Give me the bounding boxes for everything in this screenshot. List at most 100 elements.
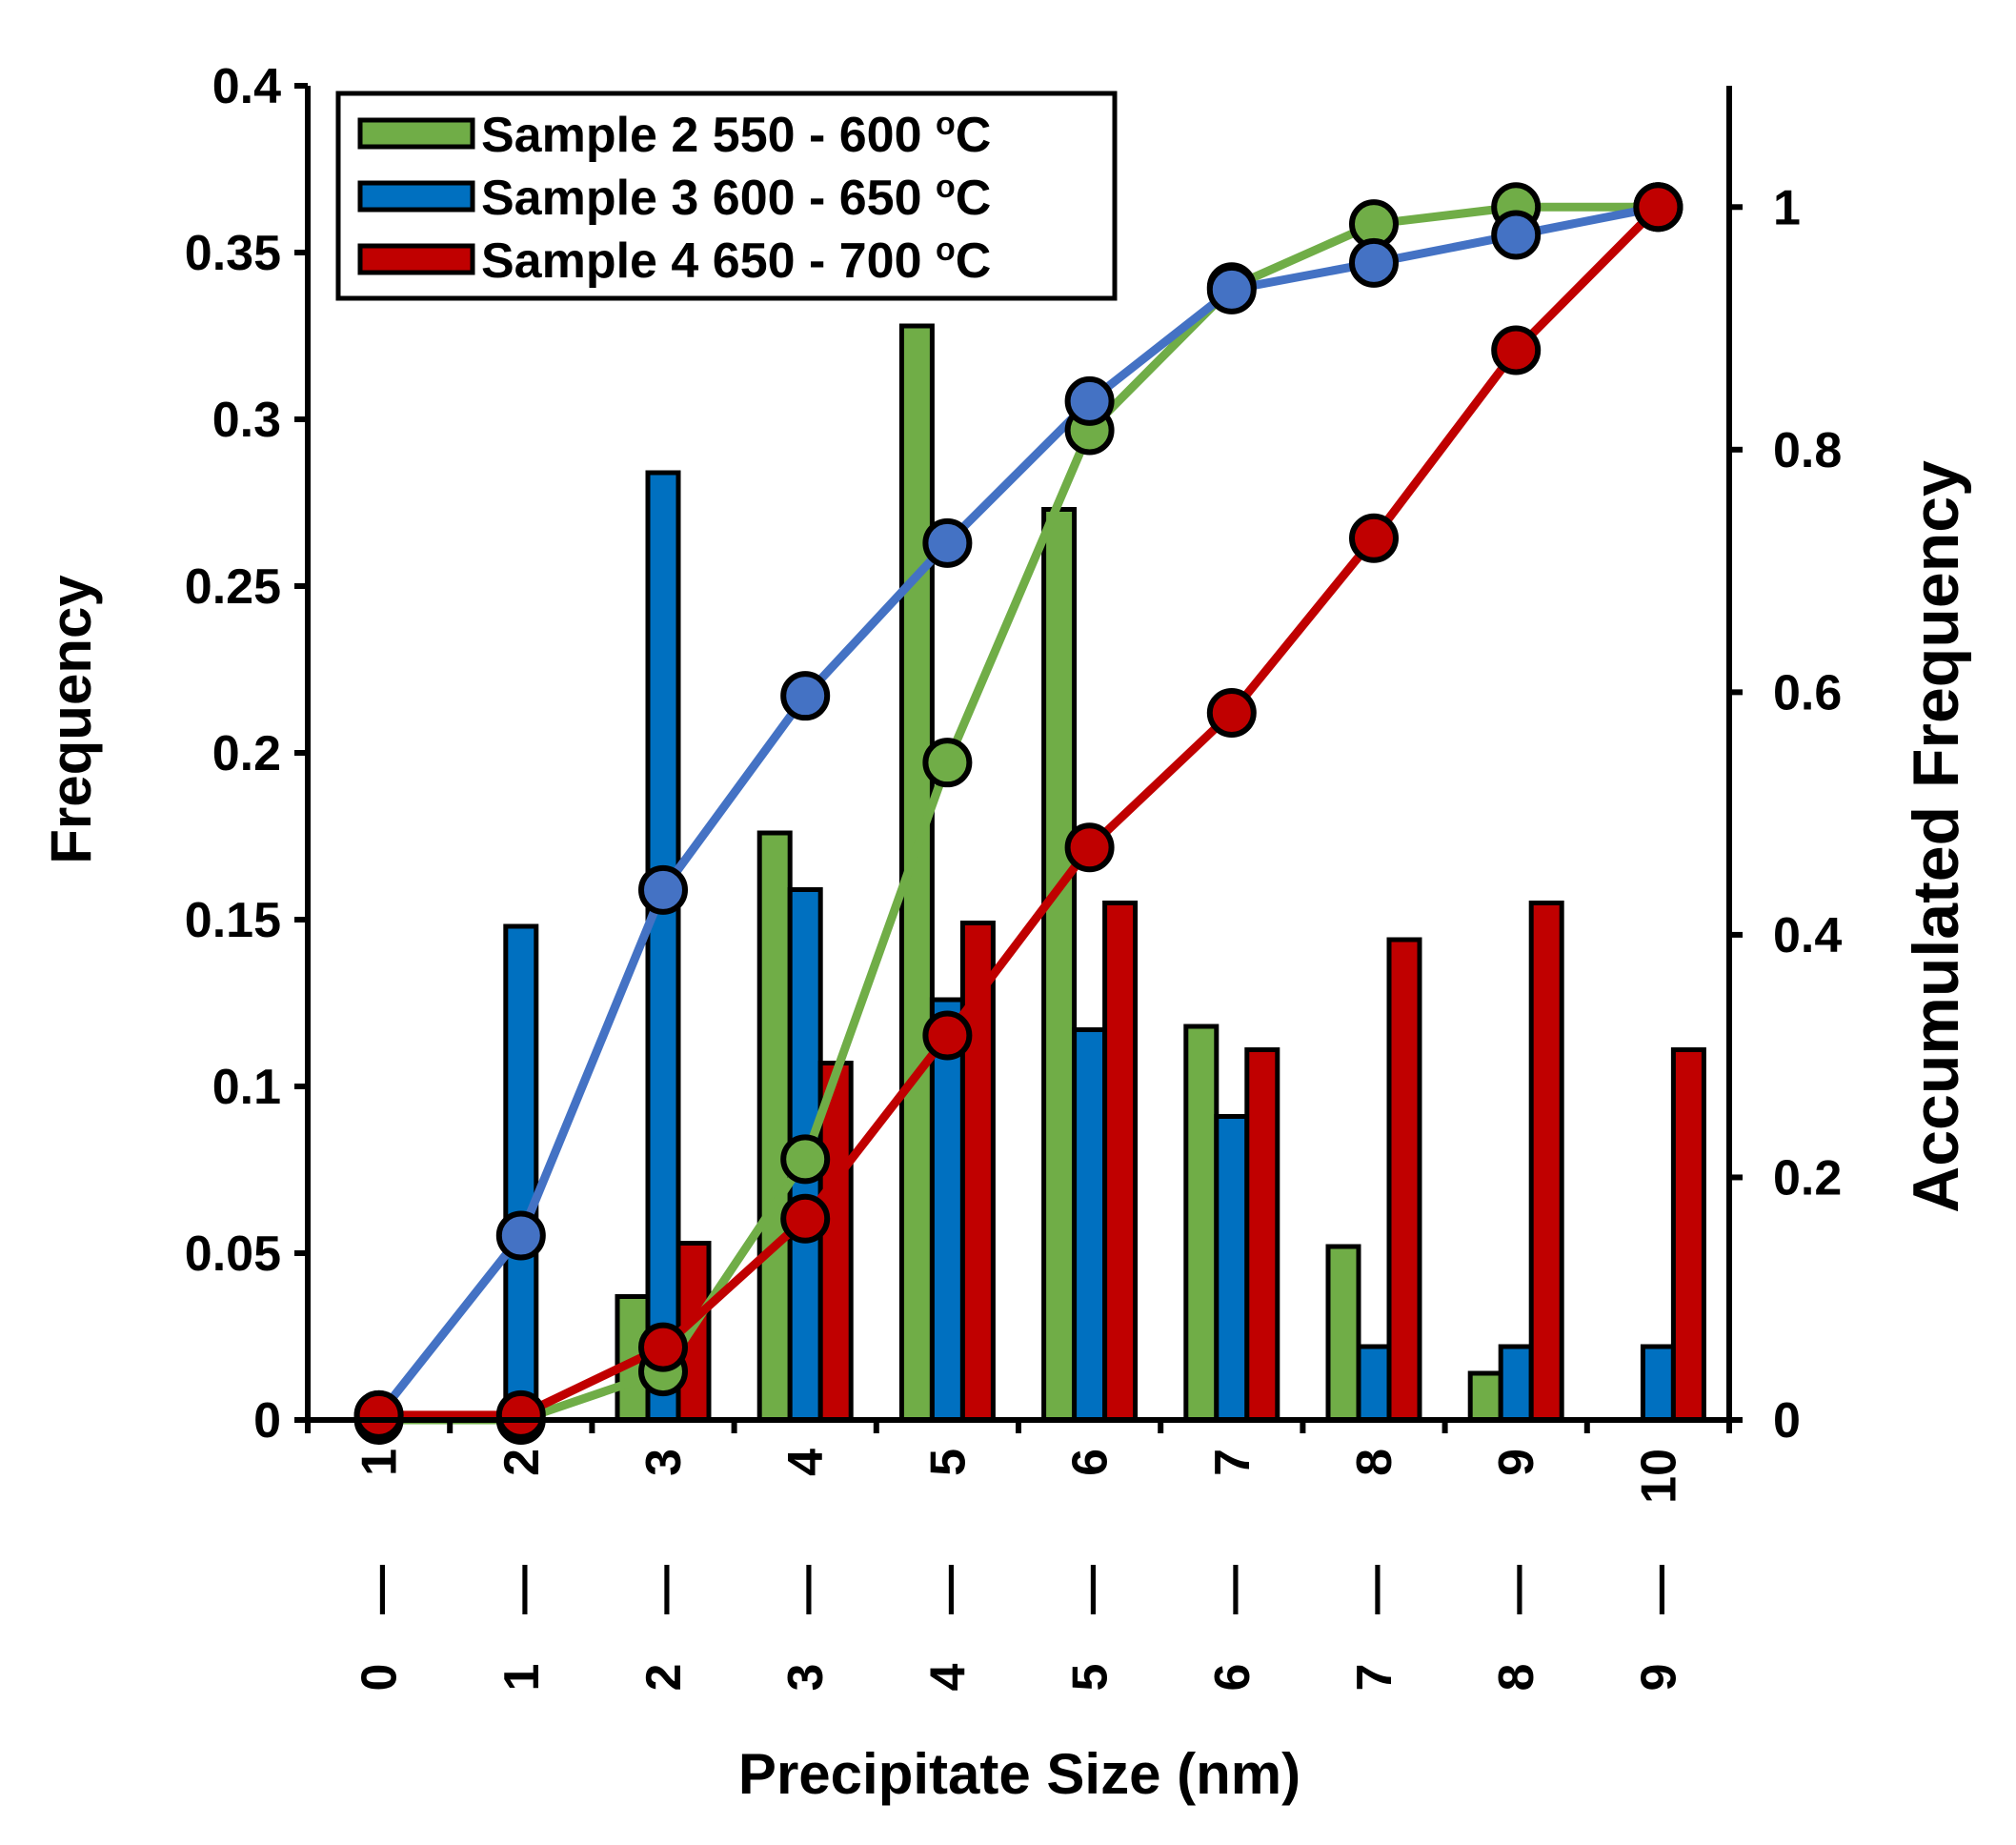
accumulated-point-series3-2 <box>638 864 688 915</box>
x-category-low-1: 1 <box>494 1664 550 1692</box>
accumulated-point-series2-4 <box>922 738 973 788</box>
x-category-high-4: 5 <box>920 1449 976 1476</box>
x-category-high-1: 2 <box>494 1449 550 1476</box>
legend: Sample 2 550 - 600 oC Sample 3 600 - 650 … <box>335 91 1118 301</box>
y-axis-title: Frequency <box>39 575 103 864</box>
bar-series4-5 <box>1102 901 1139 1423</box>
accumulated-point-series4-1 <box>495 1389 546 1440</box>
legend-label-series4: Sample 4 650 - 700 oC <box>481 232 991 289</box>
bar-series2-7 <box>1325 1244 1361 1423</box>
accumulated-point-series3-6 <box>1206 264 1257 314</box>
accumulated-point-series3-1 <box>495 1210 546 1261</box>
bar-series3-8 <box>1498 1344 1534 1423</box>
x-category-dash-7: — <box>1347 1565 1402 1614</box>
x-category-high-0: 1 <box>353 1449 408 1476</box>
x-category-dash-8: — <box>1489 1565 1544 1614</box>
bar-series3-7 <box>1356 1344 1392 1423</box>
accumulated-point-series2-3 <box>780 1134 831 1185</box>
x-category-9: 10 — 9 <box>1631 1449 1686 1691</box>
accumulated-line-series4 <box>378 204 1662 1420</box>
x-category-high-3: 4 <box>778 1449 834 1476</box>
legend-swatch-series4 <box>357 243 475 275</box>
x-category-low-3: 3 <box>778 1664 834 1692</box>
x-category-7: 8 — 7 <box>1347 1449 1402 1691</box>
x-category-low-6: 6 <box>1205 1664 1260 1692</box>
accumulated-point-series4-5 <box>1064 822 1115 873</box>
x-category-dash-4: — <box>920 1565 976 1614</box>
y-tick-label-1: 0.05 <box>185 1227 281 1282</box>
bar-series4-6 <box>1244 1047 1280 1423</box>
bar-series2-8 <box>1467 1370 1503 1423</box>
x-category-low-5: 5 <box>1063 1664 1119 1692</box>
x-category-8: 9 — 8 <box>1489 1449 1544 1691</box>
accumulated-point-series4-9 <box>1633 182 1683 233</box>
x-category-high-5: 6 <box>1063 1449 1119 1476</box>
x-category-6: 7 — 6 <box>1205 1449 1260 1691</box>
accumulated-point-series4-3 <box>780 1193 831 1244</box>
accumulated-point-series4-0 <box>353 1389 404 1440</box>
x-category-low-8: 8 <box>1489 1664 1544 1692</box>
x-category-dash-6: — <box>1205 1565 1260 1614</box>
y2-tick-label-2: 0.4 <box>1773 908 1842 963</box>
x-category-low-0: 0 <box>353 1664 408 1692</box>
bar-series3-9 <box>1640 1344 1676 1423</box>
bar-series3-4 <box>929 997 965 1423</box>
x-category-dash-9: — <box>1631 1565 1686 1614</box>
x-category-high-2: 3 <box>636 1449 692 1476</box>
bar-series4-9 <box>1670 1047 1706 1423</box>
legend-swatch-series3 <box>357 180 475 213</box>
x-category-high-6: 7 <box>1205 1449 1260 1476</box>
x-category-low-4: 4 <box>920 1663 976 1691</box>
accumulated-point-series3-3 <box>780 671 831 721</box>
x-category-4: 5 — 4 <box>920 1449 976 1691</box>
y-tick-label-8: 0.4 <box>212 59 281 114</box>
accumulated-point-series3-7 <box>1349 237 1399 288</box>
bar-series2-3 <box>756 830 793 1423</box>
bar-series4-8 <box>1528 901 1564 1423</box>
x-category-high-7: 8 <box>1347 1449 1402 1476</box>
bar-series2-6 <box>1183 1024 1220 1423</box>
x-category-3: 4 — 3 <box>778 1449 834 1692</box>
x-tick-labels: 1 — 0 2 — 1 3 — 2 4 — 3 5 — 4 6 — 5 7 — 6 8 — 7 9 — 8 10 — 9 <box>353 1449 1687 1692</box>
x-axis-title: Precipitate Size (nm) <box>738 1742 1300 1806</box>
bar-layer <box>361 323 1706 1423</box>
y-tick-label-0: 0 <box>253 1393 281 1449</box>
accumulated-point-series3-5 <box>1064 375 1115 426</box>
x-category-high-8: 9 <box>1489 1449 1544 1476</box>
accumulated-line-series2 <box>378 202 1659 1425</box>
line-layer <box>353 182 1683 1445</box>
x-category-low-7: 7 <box>1347 1664 1402 1692</box>
x-category-dash-2: — <box>636 1565 692 1614</box>
accumulated-point-series4-4 <box>922 1010 973 1061</box>
x-category-high-9: 10 <box>1631 1449 1686 1504</box>
y2-tick-label-0: 0 <box>1773 1393 1801 1449</box>
bar-series3-1 <box>503 923 539 1423</box>
y-tick-label-5: 0.25 <box>185 559 281 615</box>
accumulated-line-series3 <box>375 202 1660 1418</box>
legend-label-series2: Sample 2 550 - 600 oC <box>481 106 991 163</box>
x-category-dash-1: — <box>494 1565 550 1614</box>
y-tick-label-4: 0.2 <box>212 726 281 781</box>
legend-label-series3: Sample 3 600 - 650 oC <box>481 169 991 226</box>
bar-series3-2 <box>645 470 681 1423</box>
bar-series3-5 <box>1072 1027 1108 1423</box>
accumulated-point-series4-2 <box>638 1322 688 1372</box>
accumulated-point-series3-4 <box>922 517 973 568</box>
bar-series4-7 <box>1386 937 1422 1423</box>
accumulated-point-series4-6 <box>1206 688 1257 738</box>
x-category-dash-0: — <box>353 1565 408 1614</box>
x-category-5: 6 — 5 <box>1063 1449 1119 1691</box>
x-category-0: 1 — 0 <box>353 1449 408 1691</box>
y-tick-label-6: 0.3 <box>212 393 281 448</box>
x-category-low-9: 9 <box>1631 1664 1686 1692</box>
x-category-low-2: 2 <box>636 1664 692 1692</box>
bar-series2-5 <box>1041 507 1078 1423</box>
y-tick-label-7: 0.35 <box>185 226 281 281</box>
bar-series3-6 <box>1214 1114 1250 1423</box>
y-tick-label-2: 0.1 <box>212 1060 281 1115</box>
x-category-2: 3 — 2 <box>636 1449 692 1691</box>
y2-tick-label-4: 0.8 <box>1773 423 1842 478</box>
legend-swatch-series2 <box>357 117 475 150</box>
